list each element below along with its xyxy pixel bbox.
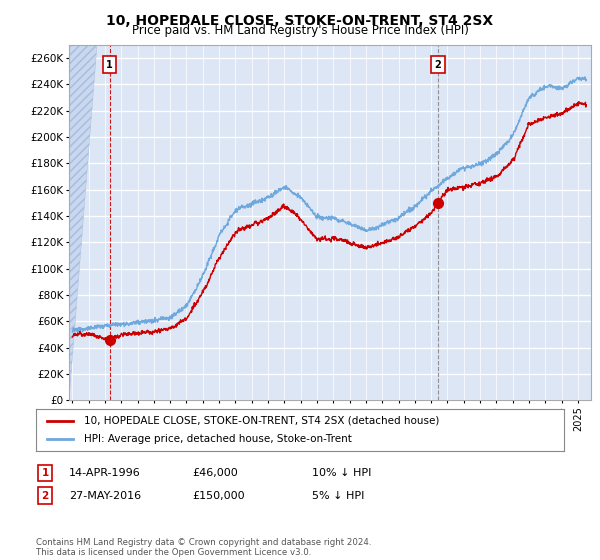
Text: 14-APR-1996: 14-APR-1996 [69, 468, 141, 478]
Text: 1: 1 [106, 59, 113, 69]
Text: 2: 2 [41, 491, 49, 501]
Text: 5% ↓ HPI: 5% ↓ HPI [312, 491, 364, 501]
Text: £150,000: £150,000 [192, 491, 245, 501]
Polygon shape [69, 45, 97, 400]
Text: 1: 1 [41, 468, 49, 478]
Text: 27-MAY-2016: 27-MAY-2016 [69, 491, 141, 501]
Text: £46,000: £46,000 [192, 468, 238, 478]
Text: Price paid vs. HM Land Registry's House Price Index (HPI): Price paid vs. HM Land Registry's House … [131, 24, 469, 37]
Text: 2: 2 [434, 59, 441, 69]
Text: 10, HOPEDALE CLOSE, STOKE-ON-TRENT, ST4 2SX: 10, HOPEDALE CLOSE, STOKE-ON-TRENT, ST4 … [106, 14, 494, 28]
Text: Contains HM Land Registry data © Crown copyright and database right 2024.
This d: Contains HM Land Registry data © Crown c… [36, 538, 371, 557]
Text: 10% ↓ HPI: 10% ↓ HPI [312, 468, 371, 478]
Text: 10, HOPEDALE CLOSE, STOKE-ON-TRENT, ST4 2SX (detached house): 10, HOPEDALE CLOSE, STOKE-ON-TRENT, ST4 … [83, 416, 439, 426]
Text: HPI: Average price, detached house, Stoke-on-Trent: HPI: Average price, detached house, Stok… [83, 434, 352, 444]
